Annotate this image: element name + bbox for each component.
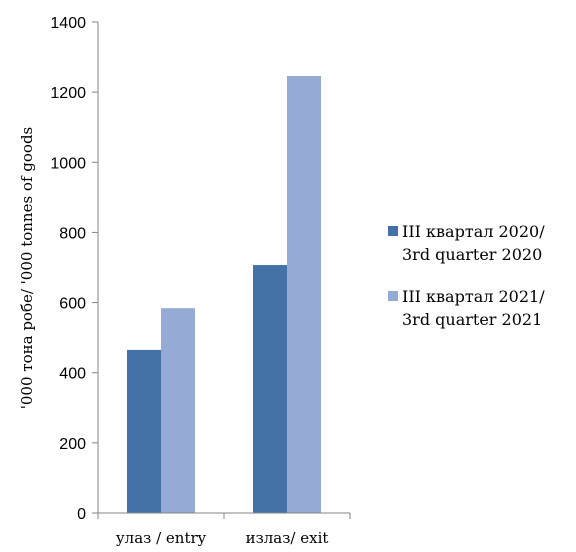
y-axis: 0 200 400 600 800 1000 1200 1400	[50, 15, 99, 523]
legend: III квартал 2020/3rd quarter 2020 III ква…	[388, 222, 545, 329]
legend-swatch	[388, 226, 398, 236]
legend-swatch	[388, 291, 398, 301]
legend-label: III квартал 2021/	[402, 287, 545, 306]
y-tick-label: 800	[59, 225, 86, 242]
bars	[127, 76, 321, 513]
x-category-label: излаз/ exit	[246, 529, 329, 547]
bar-series-2-entry	[161, 308, 195, 513]
bar-series-2-exit	[287, 76, 321, 513]
x-category-label: улаз / entry	[116, 529, 207, 547]
y-axis-title: '000 тона робе/ '000 tonnes of goods	[18, 127, 36, 409]
legend-label: 3rd quarter 2020	[402, 245, 542, 264]
y-tick-label: 400	[59, 366, 86, 383]
legend-label: III квартал 2020/	[402, 222, 545, 241]
bar-series-1-entry	[127, 349, 161, 513]
y-tick-label: 0	[77, 506, 86, 523]
y-tick-label: 600	[59, 296, 86, 313]
y-tick-label: 1400	[50, 15, 86, 32]
y-tick-label: 1000	[50, 155, 86, 172]
y-tick-label: 200	[59, 436, 86, 453]
x-axis: улаз / entry излаз/ exit	[97, 512, 351, 547]
y-tick-label: 1200	[50, 85, 86, 102]
legend-label: 3rd quarter 2021	[402, 310, 542, 329]
bar-series-1-exit	[253, 265, 287, 513]
